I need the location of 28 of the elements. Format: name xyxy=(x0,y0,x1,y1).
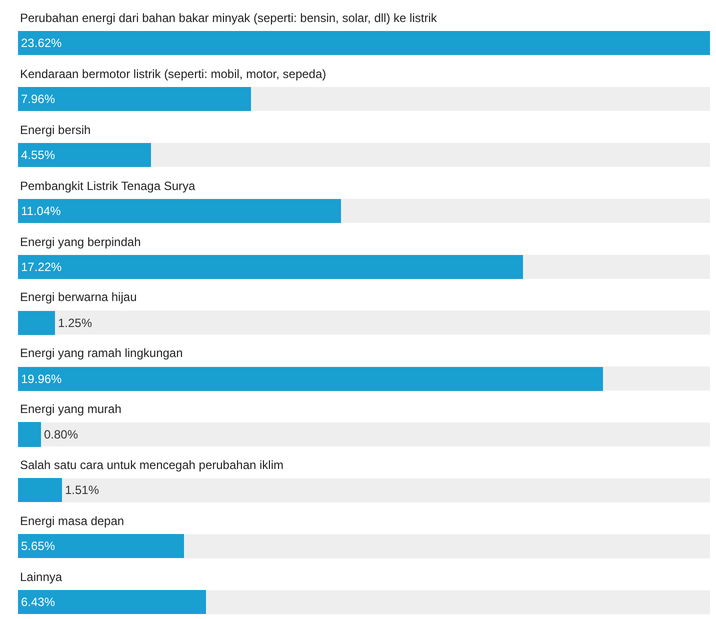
data-label: 5.65% xyxy=(21,539,56,553)
bar xyxy=(18,478,62,502)
y-tick-label: Lainnya xyxy=(20,570,62,584)
y-tick-label: Energi berwarna hijau xyxy=(20,290,137,304)
data-label: 17.22% xyxy=(21,260,62,274)
y-tick-label: Energi yang ramah lingkungan xyxy=(20,346,183,360)
y-tick-label: Salah satu cara untuk mencegah perubahan iklim xyxy=(20,458,284,472)
data-label: 1.51% xyxy=(65,483,100,497)
y-tick-label: Energi yang berpindah xyxy=(20,235,141,249)
data-label: 0.80% xyxy=(44,428,78,442)
data-label: 6.43% xyxy=(21,595,56,609)
bar xyxy=(18,534,184,558)
data-label: 4.55% xyxy=(21,148,56,162)
data-label: 11.04% xyxy=(21,204,62,218)
bar xyxy=(18,143,151,167)
y-tick-label: Energi masa depan xyxy=(20,514,124,528)
data-label: 7.96% xyxy=(21,92,56,106)
bar xyxy=(18,422,41,447)
y-tick-label: Energi yang murah xyxy=(20,402,122,416)
data-label: 1.25% xyxy=(58,316,92,330)
y-tick-label: Pembangkit Listrik Tenaga Surya xyxy=(20,179,196,193)
y-tick-label: Energi bersih xyxy=(20,123,91,137)
y-tick-label: Kendaraan bermotor listrik (seperti: mobil, motor, sepeda) xyxy=(20,67,326,81)
y-tick-label: Perubahan energi dari bahan bakar minyak (seperti: bensin, solar, dll) ke listrik xyxy=(20,11,438,25)
bar xyxy=(18,311,55,335)
data-label: 23.62% xyxy=(21,36,62,50)
data-label: 19.96% xyxy=(21,372,62,386)
bar xyxy=(18,590,206,614)
